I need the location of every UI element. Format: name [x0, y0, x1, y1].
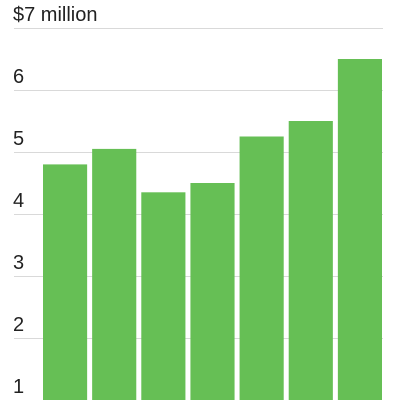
bar-2	[92, 148, 137, 400]
bar-5	[239, 136, 284, 400]
y-tick-label-1: 1	[13, 376, 24, 398]
y-tick-label-3: 3	[13, 252, 24, 274]
y-tick-label-7: $7 million	[13, 4, 97, 26]
bar-1	[43, 164, 88, 400]
y-tick-label-4: 4	[13, 190, 24, 212]
y-tick-label-5: 5	[13, 128, 24, 150]
bars	[43, 59, 382, 400]
y-tick-label-2: 2	[13, 314, 24, 336]
y-tick-labels: 1 2 3 4 5 6 $7 million	[13, 4, 97, 398]
bar-6	[288, 121, 333, 400]
bar-4	[190, 183, 235, 400]
bar-3	[141, 192, 186, 400]
y-tick-label-6: 6	[13, 66, 24, 88]
bar-7	[337, 59, 382, 400]
